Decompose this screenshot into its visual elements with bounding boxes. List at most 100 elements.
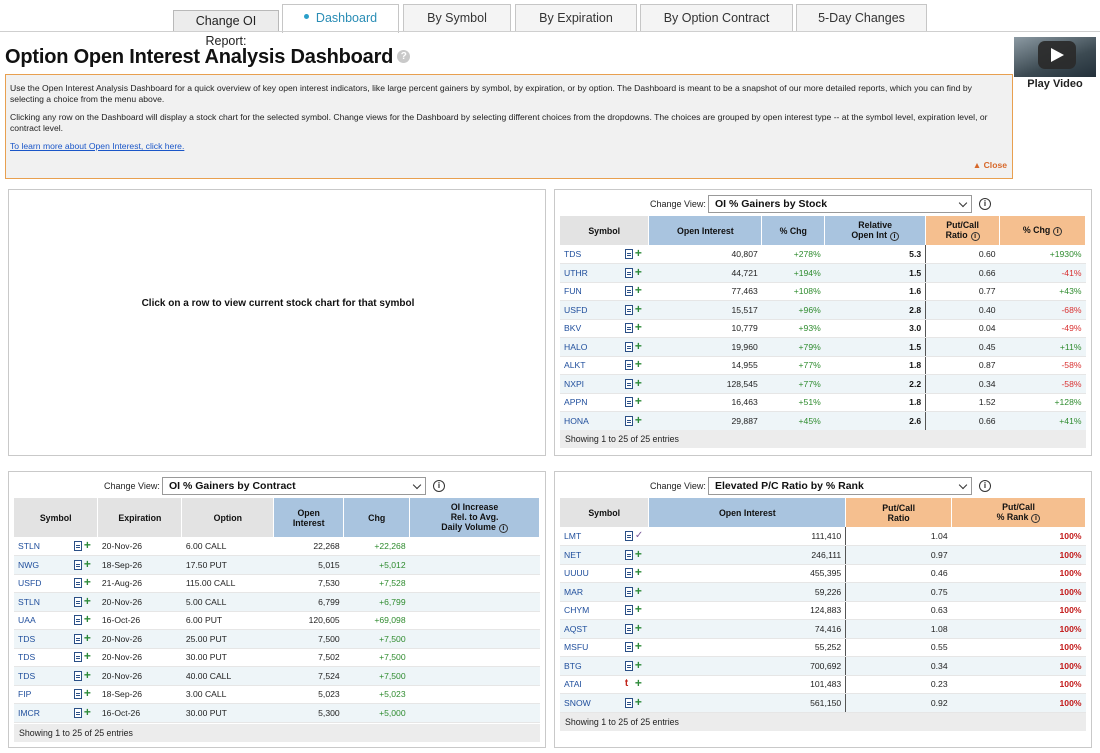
document-icon[interactable] bbox=[624, 549, 633, 560]
info-icon[interactable]: i bbox=[1053, 226, 1063, 236]
symbol-link[interactable]: ALKT bbox=[564, 360, 586, 371]
symbol-cell[interactable]: TDS + bbox=[14, 666, 98, 686]
plus-icon[interactable]: + bbox=[83, 538, 91, 552]
symbol-cell[interactable]: CHYM + bbox=[560, 601, 649, 620]
col-open-interest[interactable]: Open Interest bbox=[648, 216, 763, 245]
document-icon[interactable] bbox=[624, 605, 633, 616]
table-row[interactable]: TDS +40,807 +278% 5.3 0.60 +1930% bbox=[560, 245, 1086, 264]
document-icon[interactable] bbox=[624, 267, 633, 278]
symbol-cell[interactable]: AQST + bbox=[560, 619, 649, 639]
col-pc-rank[interactable]: Put/Call% Rank i bbox=[951, 498, 1086, 527]
table-row[interactable]: MSFU +55,252 0.55 100% bbox=[560, 638, 1086, 657]
symbol-cell[interactable]: SNOW + bbox=[560, 693, 649, 713]
table-row[interactable]: APPN +16,463 +51% 1.8 1.52 +128% bbox=[560, 393, 1086, 412]
document-icon[interactable] bbox=[624, 323, 633, 334]
col-symbol[interactable]: Symbol bbox=[14, 498, 99, 537]
change-oi-report-button[interactable]: Change OI Report: bbox=[173, 10, 279, 48]
table-row[interactable]: STLN +20-Nov-26 5.00 CALL 6,799 +6,799 bbox=[14, 592, 540, 612]
symbol-link[interactable]: TDS bbox=[18, 633, 36, 644]
table-row[interactable]: USFD +15,517 +96% 2.8 0.40 -68% bbox=[560, 300, 1086, 320]
info-icon[interactable]: i bbox=[970, 231, 980, 241]
symbol-cell[interactable]: STLN + bbox=[14, 592, 98, 612]
plus-icon[interactable]: + bbox=[634, 394, 642, 409]
symbol-cell[interactable]: MAR + bbox=[560, 582, 649, 602]
col-expiration[interactable]: Expiration bbox=[97, 498, 183, 537]
table-row[interactable]: LMT ✓ 111,410 1.04 100% bbox=[560, 527, 1086, 546]
symbol-cell[interactable]: ALKT + bbox=[560, 356, 649, 375]
close-intro-button[interactable]: ▲ Close bbox=[972, 160, 1007, 170]
document-icon[interactable] bbox=[624, 304, 633, 315]
symbol-link[interactable]: SNOW bbox=[564, 697, 591, 708]
document-icon[interactable] bbox=[624, 360, 633, 371]
table-row[interactable]: NET +246,111 0.97 100% bbox=[560, 545, 1086, 565]
symbol-link[interactable]: TDS bbox=[564, 249, 582, 259]
table-row[interactable]: HONA +29,887 +45% 2.6 0.66 +41% bbox=[560, 411, 1086, 431]
plus-icon[interactable]: + bbox=[634, 412, 642, 427]
tab-by-expiration[interactable]: By Expiration bbox=[515, 4, 637, 32]
plus-icon[interactable]: + bbox=[634, 657, 642, 672]
symbol-cell[interactable]: IMCR + bbox=[14, 703, 98, 723]
table-row[interactable]: TDS +20-Nov-26 25.00 PUT 7,500 +7,500 bbox=[14, 629, 540, 649]
info-icon[interactable]: i bbox=[890, 231, 900, 241]
symbol-link[interactable]: BKV bbox=[564, 323, 582, 334]
document-icon[interactable] bbox=[624, 568, 633, 579]
plus-icon[interactable]: + bbox=[83, 649, 91, 664]
plus-icon[interactable]: + bbox=[634, 320, 642, 335]
symbol-link[interactable]: USFD bbox=[564, 304, 588, 315]
table-row[interactable]: MAR +59,226 0.75 100% bbox=[560, 582, 1086, 602]
symbol-link[interactable]: UUUU bbox=[564, 568, 589, 579]
symbol-cell[interactable]: USFD + bbox=[14, 574, 98, 593]
document-icon[interactable] bbox=[73, 670, 82, 681]
document-icon[interactable] bbox=[624, 415, 633, 426]
symbol-cell[interactable]: ATAI t + bbox=[560, 675, 649, 694]
symbol-cell[interactable]: FIP + bbox=[14, 685, 98, 704]
symbol-link[interactable]: CHYM bbox=[564, 605, 590, 616]
table-row[interactable]: ATAI t +101,483 0.23 100% bbox=[560, 675, 1086, 694]
tab-by-option-contract[interactable]: By Option Contract bbox=[640, 4, 793, 32]
table-row[interactable]: NXPI +128,545 +77% 2.2 0.34 -58% bbox=[560, 374, 1086, 394]
document-icon[interactable] bbox=[624, 623, 633, 634]
table-row[interactable]: FIP +18-Sep-26 3.00 CALL 5,023 +5,023 bbox=[14, 685, 540, 704]
symbol-link[interactable]: MSFU bbox=[564, 642, 589, 653]
symbol-cell[interactable]: USFD + bbox=[560, 300, 649, 320]
col-chg[interactable]: Chg bbox=[343, 498, 411, 537]
plus-icon[interactable]: + bbox=[634, 338, 642, 353]
symbol-cell[interactable]: FUN + bbox=[560, 282, 649, 301]
info-icon[interactable]: i bbox=[979, 198, 991, 210]
symbol-link[interactable]: ATAI bbox=[564, 679, 582, 690]
plus-icon[interactable]: + bbox=[634, 639, 642, 654]
col-put-call-ratio[interactable]: Put/Call Ratio i bbox=[925, 216, 1001, 245]
document-icon[interactable] bbox=[624, 397, 633, 408]
symbol-link[interactable]: HALO bbox=[564, 341, 588, 352]
plus-icon[interactable]: + bbox=[83, 593, 91, 608]
col-oi-increase-rel[interactable]: OI Increase Rel. to Avg. Daily Volume i bbox=[409, 498, 540, 537]
symbol-cell[interactable]: LMT ✓ bbox=[560, 527, 649, 546]
col-put-call-ratio[interactable]: Put/Call Ratio bbox=[845, 498, 953, 527]
table-row[interactable]: UUUU +455,395 0.46 100% bbox=[560, 564, 1086, 583]
plus-icon[interactable]: + bbox=[634, 583, 642, 598]
symbol-cell[interactable]: TDS + bbox=[14, 629, 98, 649]
symbol-cell[interactable]: BTG + bbox=[560, 656, 649, 676]
document-icon[interactable] bbox=[624, 642, 633, 653]
view-select[interactable]: Elevated P/C Ratio by % Rank bbox=[708, 477, 972, 495]
symbol-link[interactable]: UTHR bbox=[564, 267, 588, 278]
info-icon[interactable]: i bbox=[433, 480, 445, 492]
col-open-interest[interactable]: Open Interest bbox=[273, 498, 345, 537]
symbol-link[interactable]: FUN bbox=[564, 286, 582, 297]
symbol-link[interactable]: APPN bbox=[564, 397, 588, 408]
symbol-link[interactable]: NWG bbox=[18, 559, 40, 570]
document-icon[interactable] bbox=[624, 531, 633, 541]
col-symbol[interactable]: Symbol bbox=[560, 498, 650, 527]
table-row[interactable]: BTG +700,692 0.34 100% bbox=[560, 656, 1086, 676]
document-icon[interactable] bbox=[73, 541, 82, 551]
tab-5-day-changes[interactable]: 5-Day Changes bbox=[796, 4, 927, 32]
plus-icon[interactable]: + bbox=[634, 301, 642, 316]
symbol-cell[interactable]: NWG + bbox=[14, 555, 98, 575]
plus-icon[interactable]: + bbox=[634, 565, 642, 580]
table-row[interactable]: STLN +20-Nov-26 6.00 CALL 22,268 +22,268 bbox=[14, 537, 540, 556]
col-option[interactable]: Option bbox=[181, 498, 275, 537]
col-symbol[interactable]: Symbol bbox=[560, 216, 650, 245]
plus-icon[interactable]: + bbox=[634, 602, 642, 617]
video-thumbnail[interactable] bbox=[1014, 37, 1096, 77]
document-icon[interactable] bbox=[624, 286, 633, 297]
